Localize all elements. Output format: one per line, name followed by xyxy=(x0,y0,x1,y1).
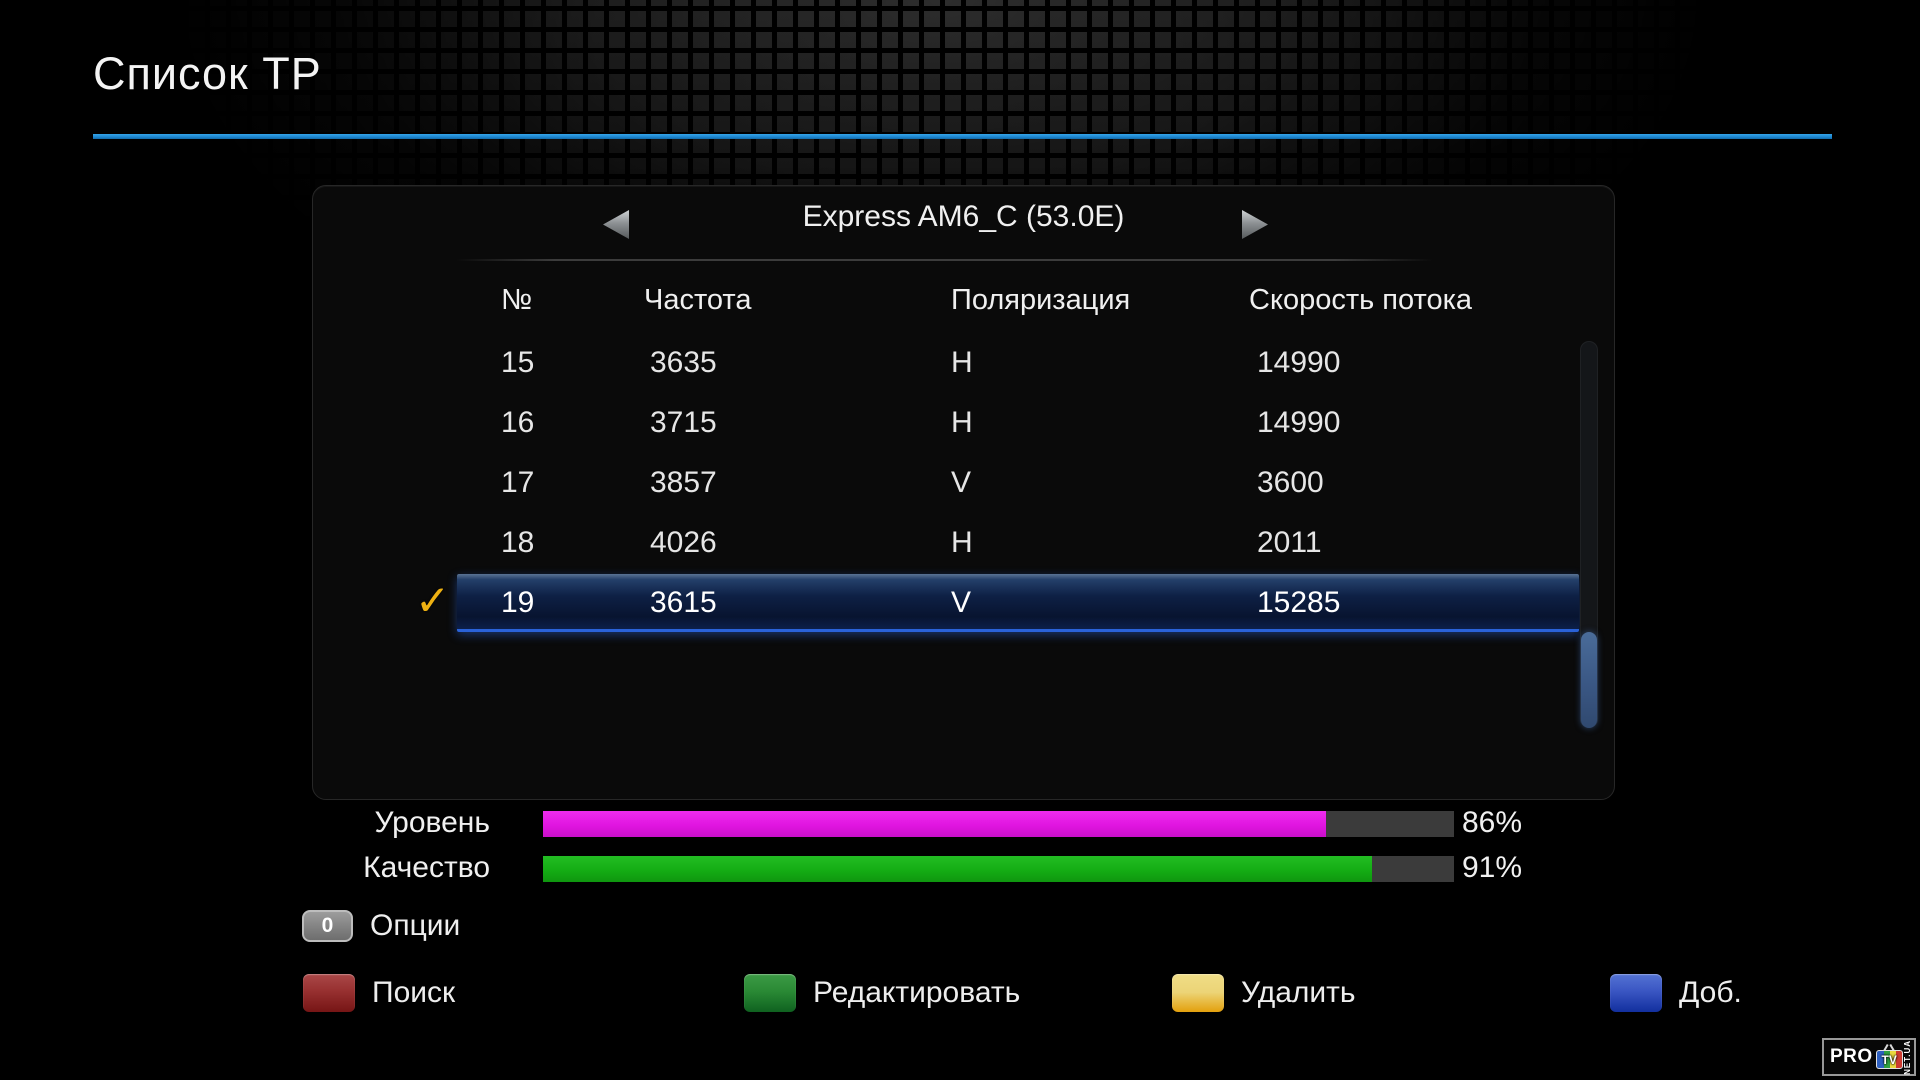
column-header-frequency: Частота xyxy=(644,284,752,316)
row-polarization: H xyxy=(951,346,973,379)
tv-icon: TV xyxy=(1875,1043,1903,1069)
protv-logo: PRO TV NET.UA xyxy=(1822,1038,1916,1076)
row-symbol-rate: 2011 xyxy=(1257,526,1322,559)
blue-key-icon xyxy=(1610,974,1662,1012)
row-symbol-rate: 14990 xyxy=(1257,406,1341,439)
column-header-number: № xyxy=(501,284,533,316)
search-button[interactable]: Поиск xyxy=(303,971,455,1015)
key-0-icon: 0 xyxy=(302,910,353,942)
options-label: Опции xyxy=(370,909,461,942)
level-value: 86% xyxy=(1462,806,1523,839)
row-frequency: 3857 xyxy=(650,466,717,499)
page-title: Список ТР xyxy=(93,48,322,99)
table-row[interactable]: ✓ 17 3857 V 3600 xyxy=(457,454,1579,512)
options-button[interactable]: 0 Опции xyxy=(302,904,460,948)
transponder-list-panel: Express AM6_C (53.0E) № Частота Поляриза… xyxy=(312,185,1615,800)
column-header-symbol-rate: Скорость потока xyxy=(1249,284,1473,316)
level-bar xyxy=(543,811,1454,837)
search-label: Поиск xyxy=(372,976,456,1009)
edit-button[interactable]: Редактировать xyxy=(744,971,1020,1015)
row-number: 18 xyxy=(501,526,535,559)
arrow-right-icon xyxy=(1242,210,1268,239)
row-symbol-rate: 15285 xyxy=(1257,586,1341,619)
logo-tv-text: TV xyxy=(1881,1053,1897,1067)
table-row[interactable]: ✓ 15 3635 H 14990 xyxy=(457,334,1579,392)
logo-suffix-text: NET.UA xyxy=(1903,1039,1912,1075)
row-polarization: V xyxy=(951,466,972,499)
column-header-polarization: Поляризация xyxy=(951,284,1131,316)
next-satellite-button[interactable] xyxy=(1242,210,1268,239)
row-number: 19 xyxy=(501,586,535,619)
row-number: 16 xyxy=(501,406,535,439)
scrollbar-thumb[interactable] xyxy=(1581,632,1597,728)
row-polarization: V xyxy=(951,586,972,619)
quality-label: Качество xyxy=(363,851,490,884)
quality-bar xyxy=(543,856,1454,882)
level-label: Уровень xyxy=(374,806,490,839)
row-frequency: 3615 xyxy=(650,586,717,619)
delete-label: Удалить xyxy=(1241,976,1356,1009)
table-row[interactable]: ✓ 19 3615 V 15285 xyxy=(415,574,1579,632)
delete-button[interactable]: Удалить xyxy=(1172,971,1356,1015)
table-row[interactable]: ✓ 16 3715 H 14990 xyxy=(457,394,1579,452)
add-label: Доб. xyxy=(1679,976,1742,1009)
row-frequency: 3635 xyxy=(650,346,717,379)
row-polarization: H xyxy=(951,406,973,439)
row-number: 15 xyxy=(501,346,535,379)
row-symbol-rate: 14990 xyxy=(1257,346,1341,379)
scrollbar-track[interactable] xyxy=(1580,341,1598,728)
header-separator xyxy=(456,259,1433,261)
checkmark-icon: ✓ xyxy=(415,577,451,624)
level-bar-fill xyxy=(543,811,1327,837)
add-button[interactable]: Доб. xyxy=(1610,971,1742,1015)
table-row[interactable]: ✓ 18 4026 H 2011 xyxy=(457,514,1579,572)
logo-pro-text: PRO xyxy=(1830,1046,1873,1067)
edit-label: Редактировать xyxy=(813,976,1021,1009)
row-polarization: H xyxy=(951,526,973,559)
row-number: 17 xyxy=(501,466,535,499)
red-key-icon xyxy=(303,974,355,1012)
quality-value: 91% xyxy=(1462,851,1523,884)
prev-satellite-button[interactable] xyxy=(603,210,629,239)
quality-bar-fill xyxy=(543,856,1372,882)
yellow-key-icon xyxy=(1172,974,1224,1012)
row-frequency: 4026 xyxy=(650,526,717,559)
title-underline xyxy=(93,134,1832,139)
row-frequency: 3715 xyxy=(650,406,717,439)
green-key-icon xyxy=(744,974,796,1012)
row-symbol-rate: 3600 xyxy=(1257,466,1324,499)
satellite-name: Express AM6_C (53.0E) xyxy=(802,200,1125,233)
